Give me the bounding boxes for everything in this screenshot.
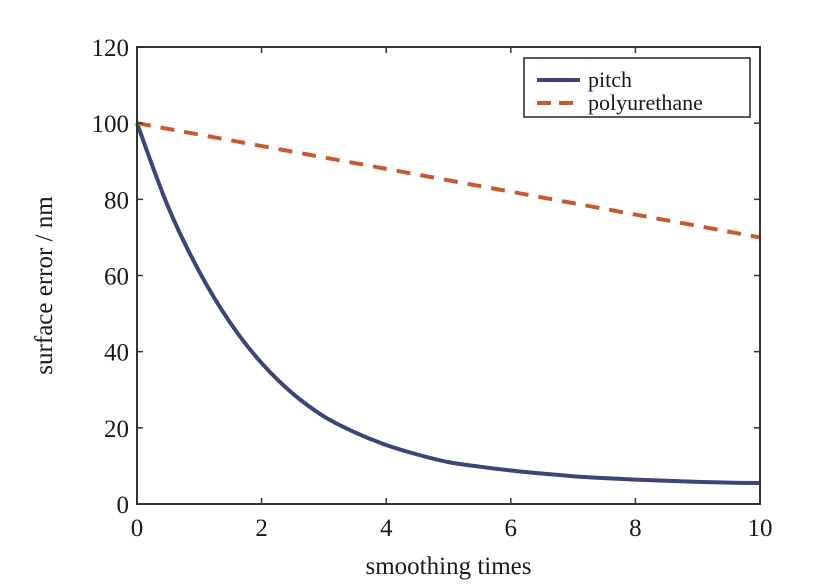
y-tick-label: 60	[104, 264, 129, 291]
x-tick-label: 4	[380, 515, 393, 542]
x-tick-label: 10	[748, 515, 773, 542]
y-tick-label: 0	[117, 492, 130, 519]
series-line-pitch	[135, 122, 761, 486]
y-tick-label: 100	[92, 111, 130, 138]
y-tick-label: 80	[104, 187, 129, 214]
x-axis-title: smoothing times	[366, 553, 532, 580]
y-tick-label: 20	[104, 416, 129, 443]
legend: pitch polyurethane	[523, 57, 751, 118]
x-tick-label: 2	[255, 515, 268, 542]
legend-label-polyurethane: polyurethane	[588, 90, 703, 115]
y-tick-label: 40	[104, 340, 129, 367]
ticks	[136, 46, 761, 505]
legend-box	[523, 57, 751, 118]
series-line-polyurethane	[136, 121, 761, 240]
y-tick-label: 120	[92, 35, 130, 62]
y-axis-title: surface error / nm	[31, 196, 58, 375]
x-tick-label: 6	[505, 515, 518, 542]
plot-lines	[135, 121, 761, 486]
x-tick-label: 8	[629, 515, 642, 542]
x-tick-label: 0	[131, 515, 144, 542]
legend-label-pitch: pitch	[588, 67, 632, 92]
